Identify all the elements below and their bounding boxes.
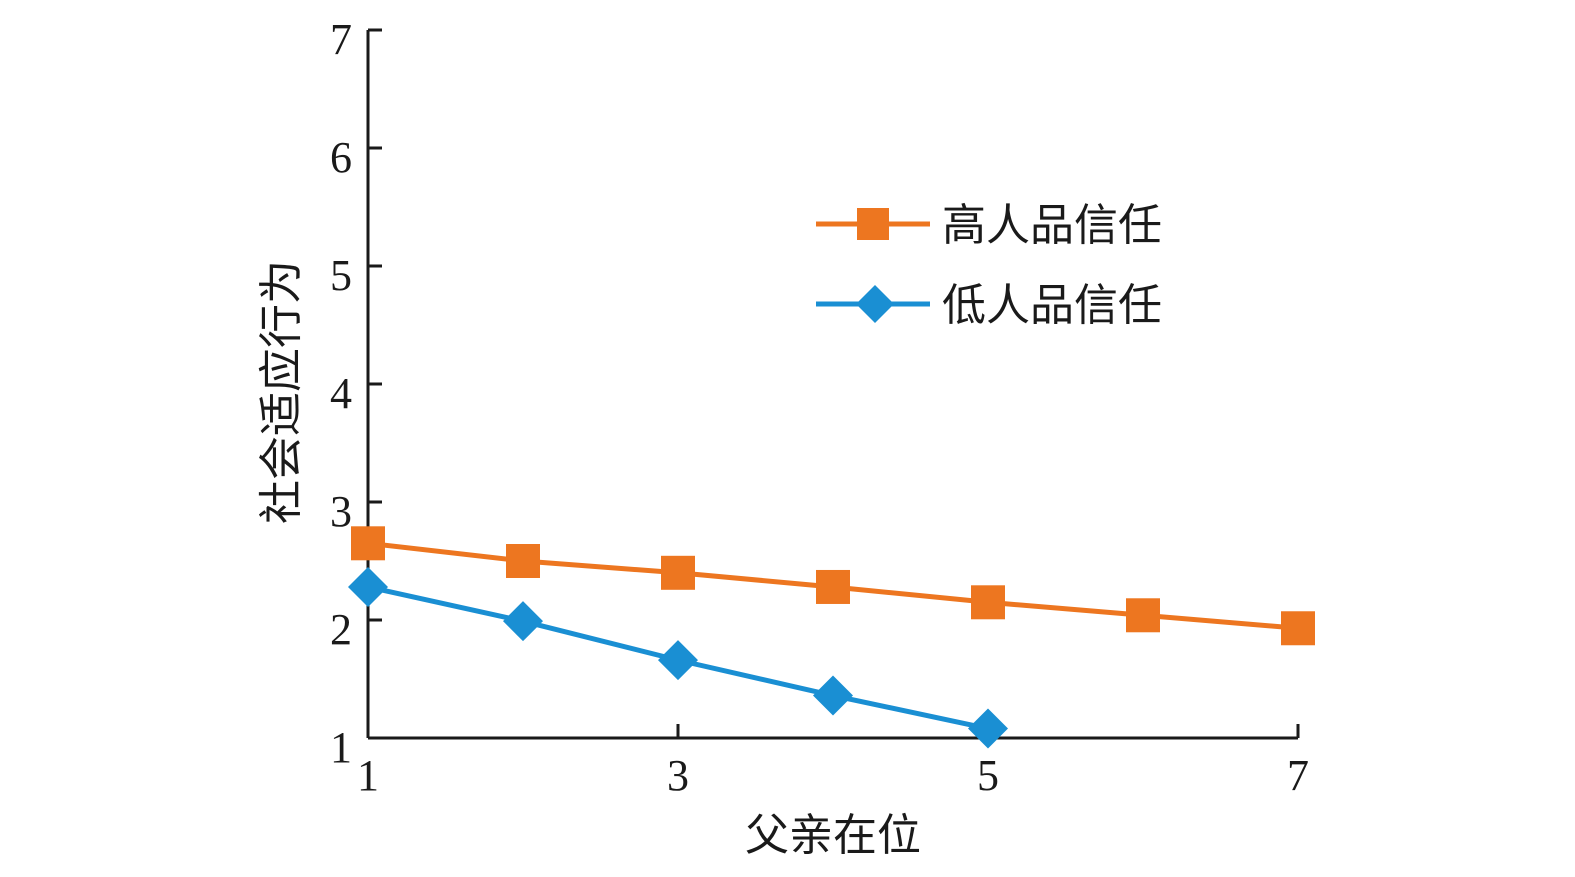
legend-item-low-trust: 低人品信任 (816, 280, 1162, 331)
data-point-diamond (503, 601, 543, 642)
data-point-diamond (348, 566, 388, 607)
data-point-square (351, 526, 385, 561)
legend-item-high-trust: 高人品信任 (816, 200, 1162, 251)
legend-marker-square (857, 208, 889, 240)
series (348, 526, 1315, 749)
data-point-diamond (968, 708, 1008, 749)
legend-label-high-trust: 高人品信任 (942, 200, 1162, 251)
y-tick-label: 2 (330, 605, 352, 654)
y-tick-label: 5 (330, 251, 352, 300)
y-tick-label: 6 (330, 133, 352, 182)
series-low-trust (348, 566, 1008, 749)
data-point-square (971, 585, 1005, 620)
ticks: 1 2 3 4 5 6 7 1 3 5 7 (330, 15, 1309, 800)
data-point-square (816, 569, 850, 604)
x-tick-label: 5 (977, 751, 999, 800)
legend-marker-diamond (856, 285, 894, 323)
y-tick-label: 1 (330, 723, 352, 772)
y-axis-title: 社会适应行为 (256, 260, 307, 524)
x-tick-label: 1 (357, 751, 379, 800)
series-high-trust (351, 526, 1315, 646)
data-point-square (1126, 598, 1160, 633)
y-tick-label: 7 (330, 15, 352, 64)
y-tick-label: 4 (330, 369, 352, 418)
x-tick-label: 3 (667, 751, 689, 800)
x-axis-title: 父亲在位 (745, 810, 921, 861)
data-point-square (661, 555, 695, 590)
data-point-diamond (813, 675, 853, 716)
data-point-square (1281, 611, 1315, 646)
data-point-square (506, 544, 540, 578)
data-point-diamond (658, 640, 698, 681)
y-tick-label: 3 (330, 487, 352, 536)
legend: 高人品信任 低人品信任 (816, 200, 1162, 331)
x-tick-label: 7 (1287, 751, 1309, 800)
legend-label-low-trust: 低人品信任 (942, 280, 1162, 331)
